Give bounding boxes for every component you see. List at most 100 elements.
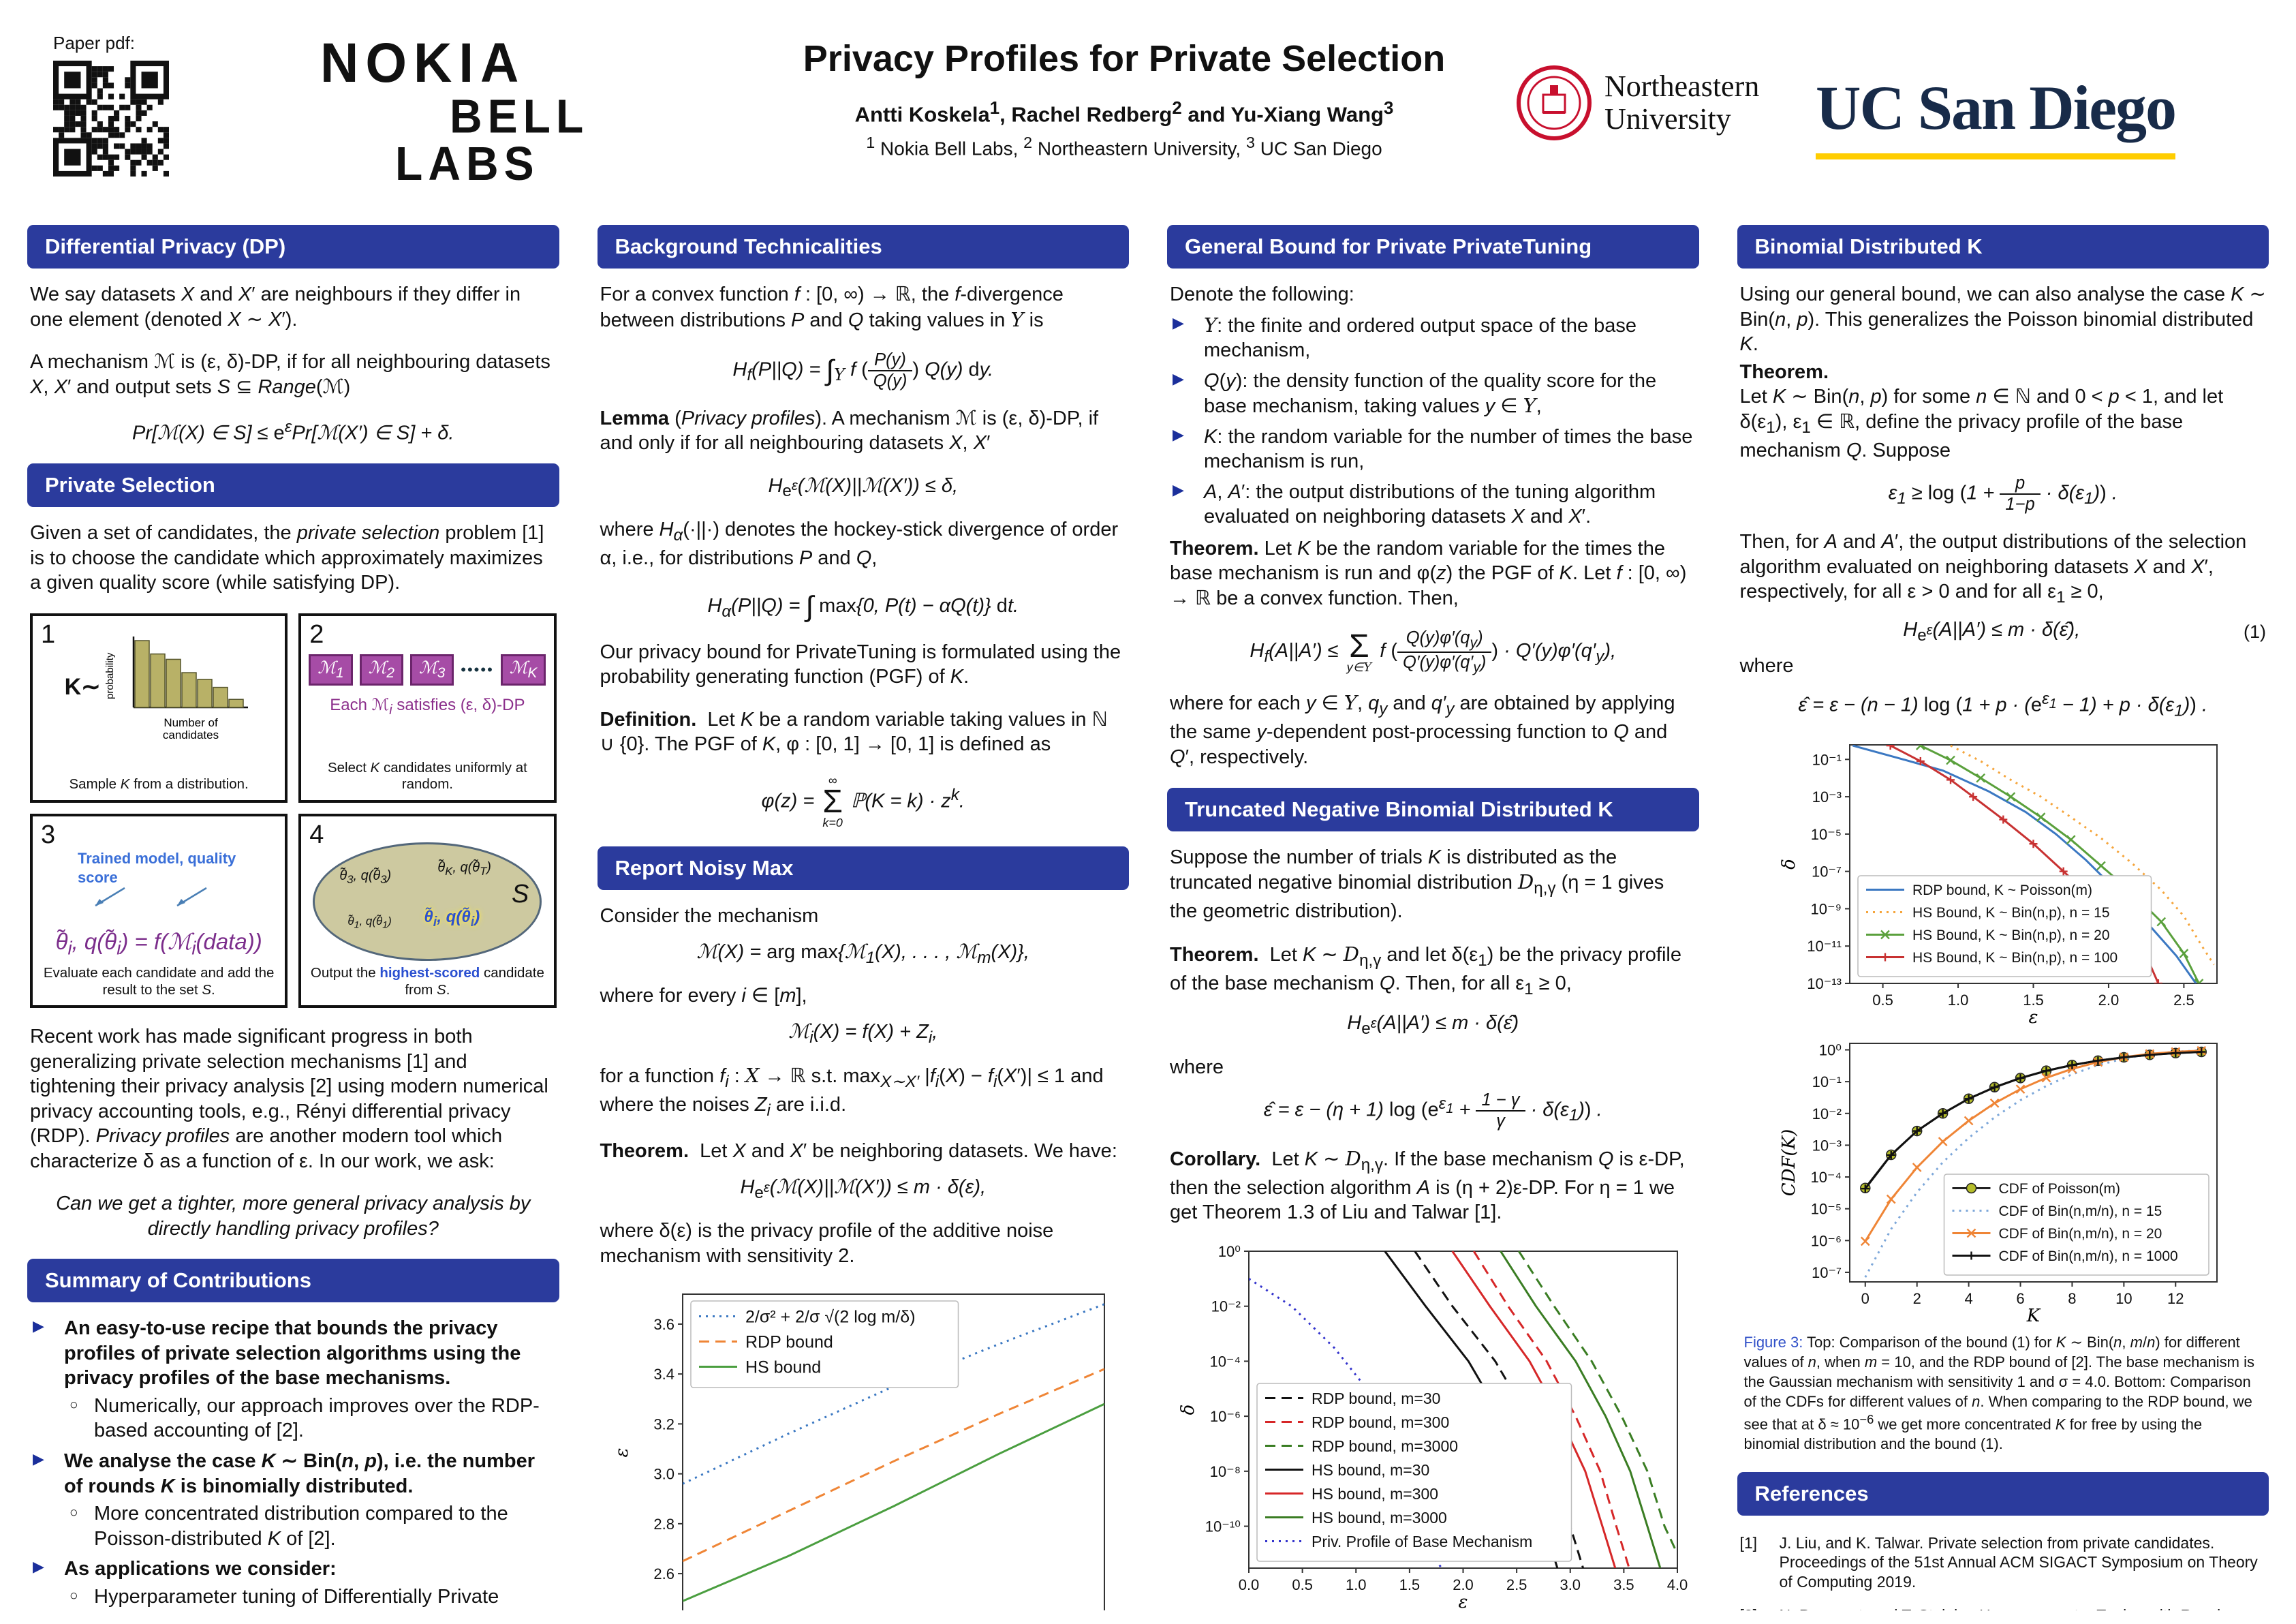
svg-text:10⁻²: 10⁻²	[1211, 1298, 1241, 1315]
northeastern-name: Northeastern University	[1604, 69, 1760, 136]
svg-text:0: 0	[1861, 1290, 1869, 1307]
equation: Heε(ℳ(X)||ℳ(X′)) ≤ δ,	[768, 474, 959, 501]
svg-text:2.5: 2.5	[2173, 992, 2194, 1009]
column-3: General Bound for Private PrivateTuning …	[1167, 225, 1699, 1610]
reference-item: [1] J. Liu, and K. Talwar. Private select…	[1739, 1533, 2258, 1591]
svg-text:10⁻⁷: 10⁻⁷	[1812, 863, 1842, 880]
section-background: Background Technicalities For a convex f…	[597, 225, 1129, 830]
panel-caption: Sample K from a distribution.	[69, 776, 249, 793]
svg-text:ε: ε	[2028, 1007, 2038, 1028]
paragraph: for a function fi : X → ℝ s.t. maxX∼X′ |…	[600, 1063, 1104, 1120]
svg-text:0.5: 0.5	[1292, 1576, 1314, 1593]
list-item: An easy-to-use recipe that bounds the pr…	[30, 1316, 557, 1443]
paragraph: Let K ∼ Bin(n, p) for some n ∈ ℕ and 0 <…	[1739, 386, 2224, 461]
paragraph: Lemma (Privacy profiles). A mechanism ℳ …	[600, 407, 1099, 455]
section-header: Report Noisy Max	[597, 846, 1129, 891]
qr-code	[53, 61, 169, 177]
paragraph: Given a set of candidates, the private s…	[30, 522, 544, 594]
mini-chart-xlabel: Number of	[164, 716, 218, 729]
svg-text:3.0: 3.0	[653, 1466, 674, 1483]
svg-text:8: 8	[2068, 1290, 2076, 1307]
equation: ε̂ = ε − (n − 1) log (1 + p · (eε1 − 1) …	[1798, 690, 2208, 720]
list-subitem: Hyperparameter tuning of Differentially …	[64, 1584, 557, 1610]
equation: Pr[ℳ(X) ∈ S] ≤ eεPr[ℳ(X′) ∈ S] + δ.	[132, 418, 454, 444]
k-distribution-symbol: K∼	[64, 673, 101, 700]
equation: Hf(P||Q) = ∫Y f (P(y) Q(y)) Q(y) dy.	[732, 350, 994, 390]
paragraph: Suppose the number of trials K is distri…	[1170, 846, 1664, 923]
section-contributions: Summary of Contributions An easy-to-use …	[27, 1259, 559, 1610]
svg-text:10⁰: 10⁰	[1218, 1243, 1241, 1260]
svg-text:10⁻⁶: 10⁻⁶	[1811, 1232, 1842, 1249]
ucsd-logo: UC San Diego	[1816, 72, 2177, 159]
svg-text:10⁻³: 10⁻³	[1812, 1137, 1841, 1154]
reference-item: [2]N. Papernot, and T. Steinke. Hyperpar…	[1740, 1606, 2267, 1610]
equation: ε1 ≥ log (1 + p 1−p · δ(ε1)) .	[1888, 474, 2117, 515]
set-label: S	[512, 879, 529, 908]
svg-text:6: 6	[2016, 1290, 2024, 1307]
diagram-panel-2: 2 ℳ1 ℳ2 ℳ3 ••••• ℳK Each ℳi satisfies (ε…	[298, 613, 557, 803]
svg-text:ε: ε	[612, 1448, 632, 1458]
diagram-panel-1: 1 K∼ probability Number of candidates Sa…	[30, 613, 288, 803]
svg-text:1.5: 1.5	[1399, 1576, 1421, 1593]
paragraph: Recent work has made significant progres…	[30, 1026, 548, 1172]
svg-text:10⁻⁷: 10⁻⁷	[1812, 1264, 1842, 1281]
section-header: General Bound for Private PrivateTuning	[1167, 225, 1699, 269]
paragraph: Consider the mechanism	[600, 905, 819, 928]
paragraph: where	[1170, 1056, 1224, 1078]
svg-text:CDF of Poisson(m): CDF of Poisson(m)	[1998, 1181, 2120, 1197]
column-2: Background Technicalities For a convex f…	[597, 225, 1129, 1610]
svg-text:0.0: 0.0	[1239, 1576, 1260, 1593]
list-subitem: More concentrated distribution compared …	[64, 1501, 557, 1551]
svg-text:1.0: 1.0	[1346, 1576, 1367, 1593]
svg-text:RDP bound, m=30: RDP bound, m=30	[1312, 1390, 1440, 1407]
list-subitem: Numerically, our approach improves over …	[64, 1394, 557, 1443]
svg-text:ε: ε	[1459, 1592, 1468, 1610]
list-item: Q(y): the density function of the qualit…	[1170, 369, 1696, 419]
svg-text:HS bound, m=300: HS bound, m=300	[1312, 1485, 1438, 1503]
svg-text:2: 2	[1912, 1290, 1921, 1307]
paper-pdf-label: Paper pdf:	[53, 33, 135, 53]
svg-text:3.4: 3.4	[653, 1366, 674, 1383]
paragraph: Theorem. Let K ∼ Dη,γ and let δ(ε1) be t…	[1170, 942, 1681, 998]
svg-text:10⁻³: 10⁻³	[1812, 788, 1841, 806]
svg-text:10⁻⁴: 10⁻⁴	[1810, 1169, 1842, 1186]
mechanism-note: Each ℳi satisfies (ε, δ)-DP	[330, 696, 525, 718]
svg-text:2.6: 2.6	[653, 1565, 674, 1582]
nokia-logo-line: NOKIA	[320, 31, 526, 94]
svg-text:10⁻¹⁰: 10⁻¹⁰	[1205, 1518, 1241, 1535]
paper-pdf-block: Paper pdf:	[53, 33, 169, 180]
list-item: A, A′: the output distributions of the t…	[1170, 480, 1696, 530]
svg-text:RDP bound, m=3000: RDP bound, m=3000	[1312, 1437, 1458, 1455]
svg-text:10⁻⁵: 10⁻⁵	[1811, 1201, 1842, 1218]
paragraph: Using our general bound, we can also ana…	[1739, 284, 2266, 356]
section-binomial-k: Binomial Distributed K Using our general…	[1737, 225, 2269, 1454]
equation: Heε(A||A′) ≤ m · δ(ε̂)	[1347, 1012, 1519, 1039]
svg-text:HS Bound, K ~ Bin(n,p), n = 15: HS Bound, K ~ Bin(n,p), n = 15	[1912, 905, 2110, 921]
svg-text:10⁻⁵: 10⁻⁵	[1811, 826, 1842, 843]
svg-text:HS Bound, K ~ Bin(n,p), n = 20: HS Bound, K ~ Bin(n,p), n = 20	[1912, 928, 2110, 943]
svg-text:δ: δ	[1178, 1405, 1198, 1415]
nokia-bell-labs-logo: NOKIA BELL LABS	[320, 31, 620, 187]
authors: Antti Koskela1, Rachel Redberg2 and Yu-X…	[854, 99, 1394, 127]
paragraph: where δ(ε) is the privacy profile of the…	[600, 1220, 1054, 1267]
svg-text:4: 4	[1964, 1290, 1972, 1307]
svg-text:10⁻¹: 10⁻¹	[1812, 751, 1841, 768]
paragraph: Definition. Let K be a random variable t…	[600, 708, 1108, 756]
list-item: Y: the finite and ordered output space o…	[1170, 313, 1696, 363]
svg-text:HS bound, m=3000: HS bound, m=3000	[1312, 1509, 1447, 1527]
equation-number: (1)	[2244, 622, 2266, 643]
section-header: References	[1737, 1471, 2269, 1516]
list-item: K: the random variable for the number of…	[1170, 425, 1696, 474]
references-list: [1] J. Liu, and K. Talwar. Private select…	[1740, 1529, 2267, 1610]
northeastern-logo: Northeastern University	[1516, 65, 1759, 141]
nokia-logo-line: BELL	[450, 89, 589, 143]
list-item: We analyse the case K ∼ Bin(n, p), i.e. …	[30, 1449, 557, 1551]
svg-text:3.2: 3.2	[653, 1416, 674, 1433]
section-differential-privacy: Differential Privacy (DP) We say dataset…	[27, 225, 559, 446]
svg-text:10⁻¹: 10⁻¹	[1812, 1073, 1841, 1090]
mechanism-boxes: ℳ1 ℳ2 ℳ3 ••••• ℳK	[308, 654, 546, 686]
svg-text:CDF of Bin(n,m/n), n = 15: CDF of Bin(n,m/n), n = 15	[1998, 1204, 2162, 1219]
equation: Heε(ℳ(X)||ℳ(X′)) ≤ m · δ(ε),	[740, 1176, 987, 1202]
paragraph: where Hα(·||·) denotes the hockey-stick …	[600, 518, 1119, 570]
